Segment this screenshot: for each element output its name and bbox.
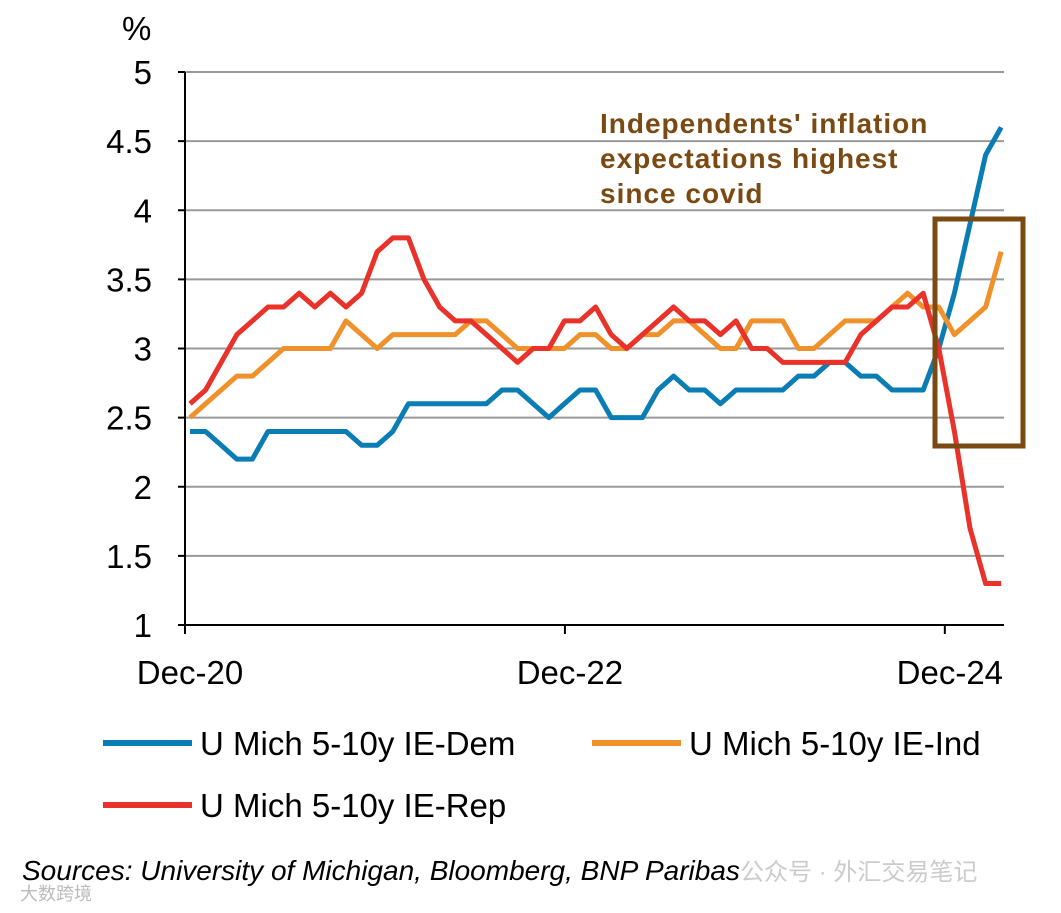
y-tick-label: 1.5 [106,538,152,575]
x-tick-label: Dec-24 [897,654,1003,691]
watermark-left: 大数跨境 [20,884,92,904]
series-line-dem [190,126,1004,462]
watermark-right: 公众号 · 外汇交易笔记 [740,859,977,886]
y-tick-label: 4.5 [106,123,152,160]
y-tick-label: 4 [134,192,152,229]
y-unit-label: % [122,10,151,47]
annotation-line-2: expectations highest [600,143,899,174]
source-note: Sources: University of Michigan, Bloombe… [22,855,740,886]
y-tick-label: 3 [134,331,152,368]
legend-label-dem: U Mich 5-10y IE-Dem [200,725,515,762]
annotation-line-1: Independents' inflation [600,108,928,139]
legend-label-ind: U Mich 5-10y IE-Ind [689,725,981,762]
y-tick-label: 3.5 [106,261,152,298]
y-tick-label: 2 [134,469,152,506]
annotation-line-3: since covid [600,178,764,209]
series-line-ind [188,251,1004,420]
y-tick-label: 5 [134,54,152,91]
x-tick-label: Dec-22 [517,654,623,691]
legend: U Mich 5-10y IE-Dem U Mich 5-10y IE-Ind … [103,725,981,824]
annotation-box [932,216,1026,449]
x-tick-label: Dec-20 [137,654,243,691]
series-line-rep [188,235,1002,587]
y-tick-label: 1 [134,607,152,644]
legend-label-rep: U Mich 5-10y IE-Rep [200,787,506,824]
y-tick-label: 2.5 [106,400,152,437]
